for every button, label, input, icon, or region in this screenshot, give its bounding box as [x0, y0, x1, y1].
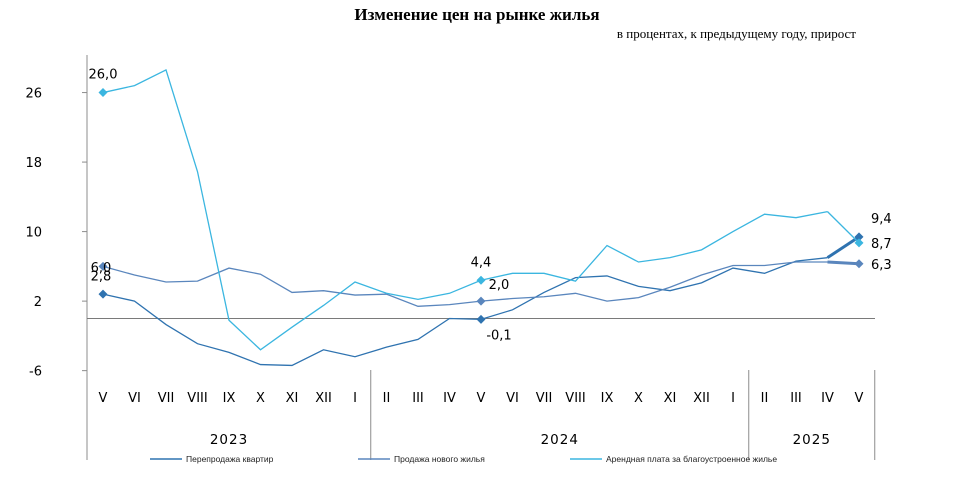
data-label: 4,4	[471, 255, 492, 270]
x-tick-label: IX	[223, 391, 236, 406]
data-label: 6,3	[871, 258, 892, 273]
x-tick-label: VII	[536, 391, 553, 406]
y-tick-label: 26	[25, 87, 42, 102]
chart-subtitle: в процентах, к предыдущему году, прирост	[616, 26, 856, 41]
data-label: 2,0	[489, 278, 510, 293]
x-tick-label: V	[99, 391, 108, 406]
data-label: 8,7	[871, 237, 892, 252]
x-tick-label: III	[412, 391, 424, 406]
series-marker	[476, 296, 486, 306]
x-tick-label: V	[477, 391, 486, 406]
x-tick-label: X	[256, 391, 265, 406]
x-tick-label: VI	[128, 391, 141, 406]
x-tick-label: II	[383, 391, 391, 406]
x-tick-label: XII	[693, 391, 710, 406]
x-tick-label: VI	[506, 391, 519, 406]
legend-label: Продажа нового жилья	[394, 454, 485, 464]
x-tick-label: XII	[315, 391, 332, 406]
series-last-segment-1	[827, 260, 860, 266]
data-label: 9,4	[871, 212, 892, 227]
x-tick-label: XI	[286, 391, 299, 406]
x-tick-label: X	[634, 391, 643, 406]
x-tick-label: IX	[601, 391, 614, 406]
x-tick-label: IV	[443, 391, 456, 406]
series-marker	[476, 314, 486, 324]
y-tick-label: 2	[34, 295, 42, 310]
y-tick-label: 18	[25, 156, 42, 171]
data-labels-layer: 6,0 -0,1 9,4 2,8 2,0 6,3 26,0 4,4 8,7	[89, 68, 892, 344]
x-tick-label: IV	[821, 391, 834, 406]
x-tick-label: VIII	[565, 391, 585, 406]
x-tick-label: III	[790, 391, 802, 406]
x-tick-label: I	[353, 391, 357, 406]
legend: Перепродажа квартир Продажа нового жилья А…	[150, 454, 777, 464]
x-tick-label: II	[761, 391, 769, 406]
x-tick-label: XI	[664, 391, 677, 406]
chart-title: Изменение цен на рынке жилья	[354, 5, 600, 24]
series-marker	[98, 88, 108, 98]
series-layer	[98, 69, 864, 367]
series-last-segment-2	[827, 211, 860, 244]
series-line-0	[102, 257, 828, 367]
x-tick-label: VII	[158, 391, 175, 406]
series-marker	[98, 289, 108, 299]
data-label: 6,0	[91, 261, 112, 276]
data-label: 26,0	[89, 68, 118, 83]
series-last-segment-0	[826, 235, 860, 259]
data-label: 2,8	[91, 269, 112, 284]
series-marker	[854, 232, 864, 242]
x-tick-label: V	[855, 391, 864, 406]
x-tick-label: VIII	[187, 391, 207, 406]
year-label: 2025	[793, 432, 831, 448]
year-label: 2024	[541, 432, 579, 448]
legend-label: Арендная плата за благоустроенное жилье	[606, 454, 777, 464]
series-line-1	[102, 261, 828, 307]
year-label: 2023	[210, 432, 248, 448]
series-marker	[98, 261, 108, 271]
series-marker	[854, 238, 864, 248]
x-tick-label: I	[731, 391, 735, 406]
series-line-2	[102, 69, 828, 351]
series-marker	[854, 259, 864, 269]
y-tick-label: -6	[29, 365, 42, 380]
y-tick-label: 10	[25, 226, 42, 241]
data-label: -0,1	[486, 328, 511, 343]
legend-label: Перепродажа квартир	[186, 454, 274, 464]
series-marker	[476, 275, 486, 285]
